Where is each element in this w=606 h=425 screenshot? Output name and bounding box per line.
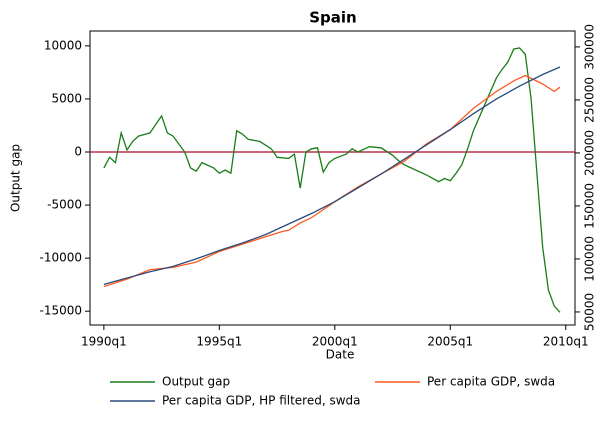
plot-frame xyxy=(89,30,576,326)
y2-tick-label: 200000 xyxy=(583,130,597,176)
series-line xyxy=(103,74,561,288)
y2-tick-label: 50000 xyxy=(583,293,597,331)
y2-tick-label: 100000 xyxy=(583,236,597,282)
y2-tick-label: 250000 xyxy=(583,77,597,123)
y-tick-label: 0 xyxy=(74,144,82,158)
x-tick-label: 2005q1 xyxy=(427,335,473,349)
y-tick-label: -5000 xyxy=(47,198,82,212)
chart-title: Spain xyxy=(309,9,356,27)
series-line xyxy=(103,66,561,286)
y-tick-label: 10000 xyxy=(44,38,82,52)
y-tick-label: -10000 xyxy=(39,251,82,265)
y-tick-label: -15000 xyxy=(39,304,82,318)
legend-label: Output gap xyxy=(162,375,230,389)
x-axis-label: Date xyxy=(326,348,355,362)
x-tick-label: 1990q1 xyxy=(81,335,127,349)
y2-tick-label: 300000 xyxy=(583,24,597,70)
y2-tick-label: 150000 xyxy=(583,183,597,229)
y-tick-label: 5000 xyxy=(51,91,82,105)
x-tick-label: 2000q1 xyxy=(312,335,358,349)
legend-label: Per capita GDP, swda xyxy=(427,375,555,389)
x-tick-label: 2010q1 xyxy=(543,335,589,349)
series-line xyxy=(103,47,561,313)
legend-label: Per capita GDP, HP filtered, swda xyxy=(162,394,361,408)
x-tick-label: 1995q1 xyxy=(196,335,242,349)
y-axis-label: Output gap xyxy=(9,144,23,212)
